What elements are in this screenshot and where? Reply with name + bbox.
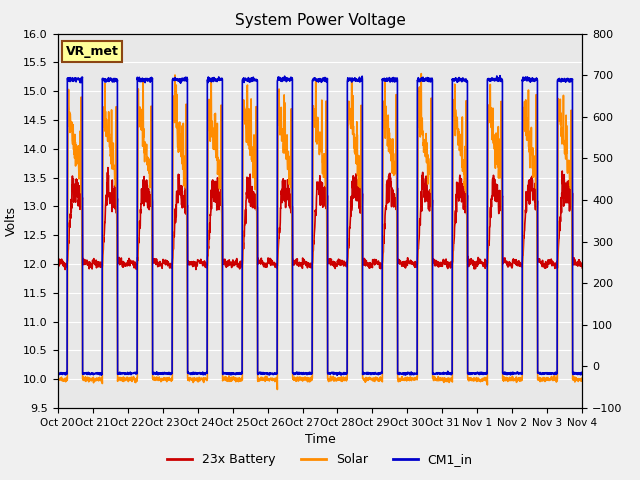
Legend: 23x Battery, Solar, CM1_in: 23x Battery, Solar, CM1_in xyxy=(163,448,477,471)
CM1_in xyxy=(579,371,586,376)
CM1_in xyxy=(547,370,555,376)
Y-axis label: Volts: Volts xyxy=(4,206,17,236)
Line: CM1_in: CM1_in xyxy=(58,76,582,375)
Solar xyxy=(347,120,355,126)
CM1_in xyxy=(335,371,343,376)
23x Battery xyxy=(347,198,355,204)
23x Battery xyxy=(579,265,586,271)
23x Battery xyxy=(473,264,481,269)
Solar xyxy=(547,376,555,382)
CM1_in xyxy=(532,75,540,81)
23x Battery xyxy=(335,260,343,266)
Line: 23x Battery: 23x Battery xyxy=(58,168,582,270)
CM1_in xyxy=(496,73,504,79)
23x Battery xyxy=(54,260,61,266)
Solar xyxy=(273,386,281,392)
CM1_in xyxy=(54,371,61,377)
Solar xyxy=(473,379,481,384)
Line: Solar: Solar xyxy=(58,73,582,389)
Text: VR_met: VR_met xyxy=(65,45,118,58)
Solar xyxy=(417,71,425,76)
X-axis label: Time: Time xyxy=(305,433,335,446)
23x Battery xyxy=(200,258,208,264)
CM1_in xyxy=(200,371,208,377)
Title: System Power Voltage: System Power Voltage xyxy=(235,13,405,28)
Solar xyxy=(200,377,208,383)
Solar xyxy=(579,376,586,382)
23x Battery xyxy=(104,165,112,170)
Solar xyxy=(335,376,343,382)
CM1_in xyxy=(347,77,355,83)
23x Battery xyxy=(547,256,555,262)
CM1_in xyxy=(333,372,341,378)
Solar xyxy=(532,159,540,165)
23x Battery xyxy=(532,189,540,195)
23x Battery xyxy=(61,267,69,273)
CM1_in xyxy=(472,370,480,376)
Solar xyxy=(54,377,61,383)
